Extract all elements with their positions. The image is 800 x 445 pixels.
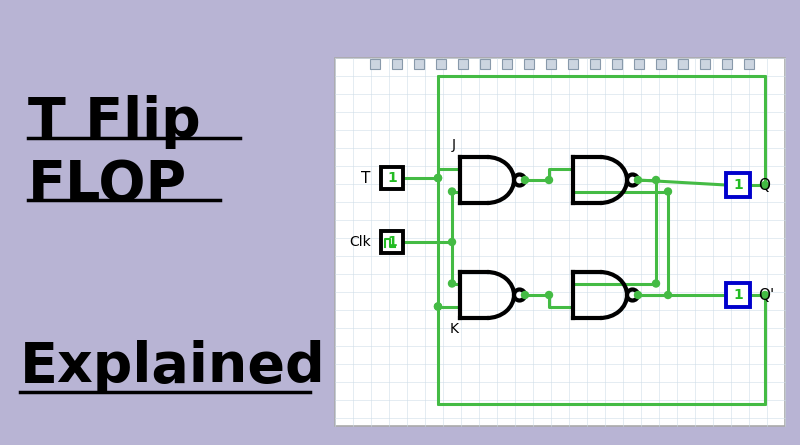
Text: Q: Q bbox=[758, 178, 770, 193]
Circle shape bbox=[634, 177, 642, 183]
Circle shape bbox=[449, 239, 455, 246]
FancyBboxPatch shape bbox=[480, 59, 490, 69]
Text: K: K bbox=[450, 322, 458, 336]
Circle shape bbox=[449, 280, 455, 287]
FancyBboxPatch shape bbox=[458, 59, 468, 69]
Circle shape bbox=[449, 188, 455, 195]
FancyBboxPatch shape bbox=[381, 231, 403, 253]
FancyBboxPatch shape bbox=[546, 59, 556, 69]
FancyBboxPatch shape bbox=[590, 59, 600, 69]
Circle shape bbox=[522, 291, 529, 299]
FancyBboxPatch shape bbox=[502, 59, 512, 69]
FancyBboxPatch shape bbox=[656, 59, 666, 69]
Text: Explained: Explained bbox=[20, 340, 326, 394]
Text: T: T bbox=[362, 170, 370, 186]
FancyBboxPatch shape bbox=[370, 59, 380, 69]
FancyBboxPatch shape bbox=[744, 59, 754, 69]
Circle shape bbox=[653, 280, 659, 287]
FancyBboxPatch shape bbox=[381, 167, 403, 189]
Text: Q': Q' bbox=[758, 287, 774, 303]
Text: FLOP: FLOP bbox=[28, 158, 187, 212]
Text: 1: 1 bbox=[733, 178, 743, 192]
Circle shape bbox=[546, 291, 553, 299]
Circle shape bbox=[762, 291, 769, 299]
FancyBboxPatch shape bbox=[700, 59, 710, 69]
FancyBboxPatch shape bbox=[436, 59, 446, 69]
Circle shape bbox=[665, 188, 671, 195]
Text: Clk: Clk bbox=[349, 235, 371, 249]
Circle shape bbox=[653, 177, 659, 183]
Text: 1: 1 bbox=[387, 171, 397, 185]
Circle shape bbox=[546, 177, 553, 183]
FancyBboxPatch shape bbox=[524, 59, 534, 69]
FancyBboxPatch shape bbox=[612, 59, 622, 69]
Text: 1: 1 bbox=[387, 235, 397, 249]
FancyBboxPatch shape bbox=[414, 59, 424, 69]
Circle shape bbox=[434, 174, 442, 182]
FancyBboxPatch shape bbox=[722, 59, 732, 69]
Circle shape bbox=[434, 303, 442, 310]
Text: T Flip: T Flip bbox=[28, 95, 201, 149]
Text: J: J bbox=[452, 138, 456, 152]
Circle shape bbox=[434, 303, 442, 310]
Circle shape bbox=[634, 291, 642, 299]
FancyBboxPatch shape bbox=[634, 59, 644, 69]
Circle shape bbox=[665, 291, 671, 299]
Circle shape bbox=[762, 182, 769, 189]
Text: 1: 1 bbox=[733, 288, 743, 302]
FancyBboxPatch shape bbox=[568, 59, 578, 69]
FancyBboxPatch shape bbox=[726, 283, 750, 307]
FancyBboxPatch shape bbox=[678, 59, 688, 69]
Circle shape bbox=[522, 177, 529, 183]
FancyBboxPatch shape bbox=[726, 173, 750, 197]
FancyBboxPatch shape bbox=[392, 59, 402, 69]
FancyBboxPatch shape bbox=[335, 58, 785, 426]
Circle shape bbox=[434, 174, 442, 182]
